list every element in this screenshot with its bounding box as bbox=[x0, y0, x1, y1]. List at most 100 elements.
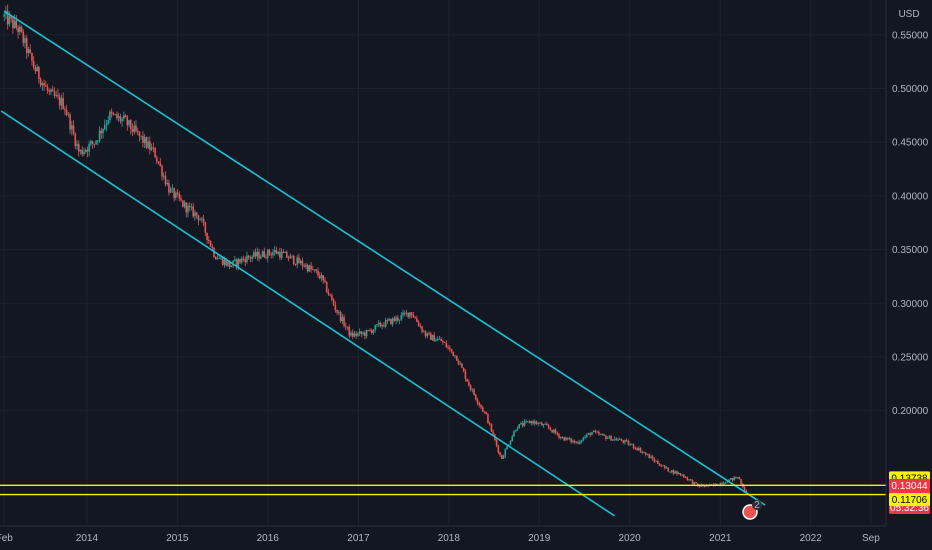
candle-body bbox=[622, 440, 624, 443]
candle-body bbox=[523, 421, 526, 426]
candle-body bbox=[473, 389, 475, 396]
candle-body bbox=[152, 147, 155, 149]
candle-body bbox=[686, 477, 689, 480]
candle-body bbox=[251, 256, 253, 259]
candle-body bbox=[396, 317, 399, 321]
candle-body bbox=[97, 140, 99, 142]
candle-body bbox=[334, 304, 337, 310]
candle-body bbox=[81, 150, 84, 155]
candle-body bbox=[615, 438, 618, 441]
candle-body bbox=[383, 325, 385, 327]
candle-body bbox=[344, 325, 347, 327]
price-axis[interactable]: 0.55000 0.50000 0.45000 0.40000 0.35000 0.300… bbox=[892, 30, 929, 417]
candle-body bbox=[499, 452, 501, 456]
candle-body bbox=[185, 202, 188, 213]
candle-body bbox=[511, 436, 514, 442]
candle-body bbox=[287, 257, 290, 259]
candle-body bbox=[357, 333, 359, 336]
candle-body bbox=[501, 455, 503, 459]
candle-body bbox=[461, 363, 463, 368]
candle-body bbox=[381, 325, 383, 327]
candle-body bbox=[180, 198, 182, 201]
candle-body bbox=[84, 149, 87, 152]
time-tick-label: 2015 bbox=[166, 533, 189, 544]
candle-body bbox=[457, 360, 460, 364]
candle-body bbox=[273, 250, 276, 253]
candle-body bbox=[353, 333, 356, 337]
candle-body bbox=[553, 429, 555, 433]
candle-body bbox=[235, 259, 238, 267]
price-tag-bg bbox=[889, 493, 930, 507]
candle-body bbox=[230, 265, 233, 268]
time-tick-label: 2018 bbox=[438, 533, 461, 544]
channel-line[interactable] bbox=[3, 10, 766, 506]
candle-body bbox=[355, 333, 357, 336]
candle-body bbox=[440, 338, 442, 342]
candle-body bbox=[162, 175, 165, 177]
candle-body bbox=[476, 399, 479, 404]
candle-body bbox=[292, 256, 295, 265]
candle-body bbox=[32, 60, 35, 68]
candle-body bbox=[426, 333, 429, 337]
candle-body bbox=[206, 232, 208, 240]
candle-body bbox=[17, 27, 19, 32]
candle-body bbox=[655, 461, 657, 462]
candle-body bbox=[239, 259, 241, 263]
candle-body bbox=[683, 474, 685, 478]
candle-body bbox=[46, 86, 49, 91]
candle-body bbox=[490, 423, 493, 432]
candle-body bbox=[19, 26, 21, 32]
candle-body bbox=[310, 265, 312, 270]
candle-body bbox=[591, 432, 593, 435]
candle-body bbox=[247, 255, 250, 258]
candle-body bbox=[416, 318, 418, 322]
candle-body bbox=[670, 470, 673, 473]
candle-body bbox=[220, 257, 222, 259]
candle-body bbox=[722, 482, 725, 485]
candle-body bbox=[202, 218, 205, 223]
candle-body bbox=[109, 111, 111, 121]
candle-body bbox=[339, 311, 342, 322]
candle-body bbox=[417, 321, 420, 326]
candle-body bbox=[594, 430, 597, 432]
candle-body bbox=[433, 334, 436, 342]
time-axis[interactable]: Feb 2014 2015 2016 2017 2018 2019 2020 2021 2022 S… bbox=[0, 533, 880, 544]
candle-body bbox=[738, 477, 741, 480]
candle-body bbox=[318, 275, 321, 279]
candle-body bbox=[435, 340, 437, 342]
candle-body bbox=[546, 423, 548, 426]
candle-body bbox=[102, 128, 104, 134]
channel-line[interactable] bbox=[0, 110, 615, 517]
candle-body bbox=[485, 412, 488, 415]
candle-body bbox=[227, 261, 229, 266]
candle-body bbox=[516, 428, 519, 431]
candle-body bbox=[128, 120, 130, 126]
candle-body bbox=[390, 318, 392, 325]
candle-body bbox=[724, 482, 727, 484]
candle-body bbox=[502, 456, 505, 459]
candle-body bbox=[31, 53, 33, 61]
candle-body bbox=[424, 331, 427, 337]
candle-body bbox=[384, 320, 387, 327]
candle-body bbox=[428, 333, 430, 335]
candle-body bbox=[436, 339, 439, 341]
candle-body bbox=[599, 434, 602, 436]
event-badge[interactable]: 2 bbox=[742, 500, 763, 520]
price-tick-label: 0.20000 bbox=[892, 406, 929, 417]
candle-body bbox=[147, 141, 149, 148]
candle-body bbox=[72, 125, 75, 134]
candle-body bbox=[565, 437, 567, 441]
candle-body bbox=[228, 261, 231, 268]
candle-body bbox=[62, 98, 64, 110]
candle-body bbox=[338, 311, 340, 313]
candle-body bbox=[442, 341, 444, 343]
candle-body bbox=[471, 389, 474, 391]
candle-body bbox=[535, 421, 538, 424]
candle-body bbox=[643, 452, 645, 453]
candle-body bbox=[412, 315, 415, 318]
candle-body bbox=[131, 129, 134, 132]
candle-body bbox=[58, 96, 61, 106]
candle-body bbox=[669, 471, 671, 473]
candle-body bbox=[83, 151, 85, 155]
